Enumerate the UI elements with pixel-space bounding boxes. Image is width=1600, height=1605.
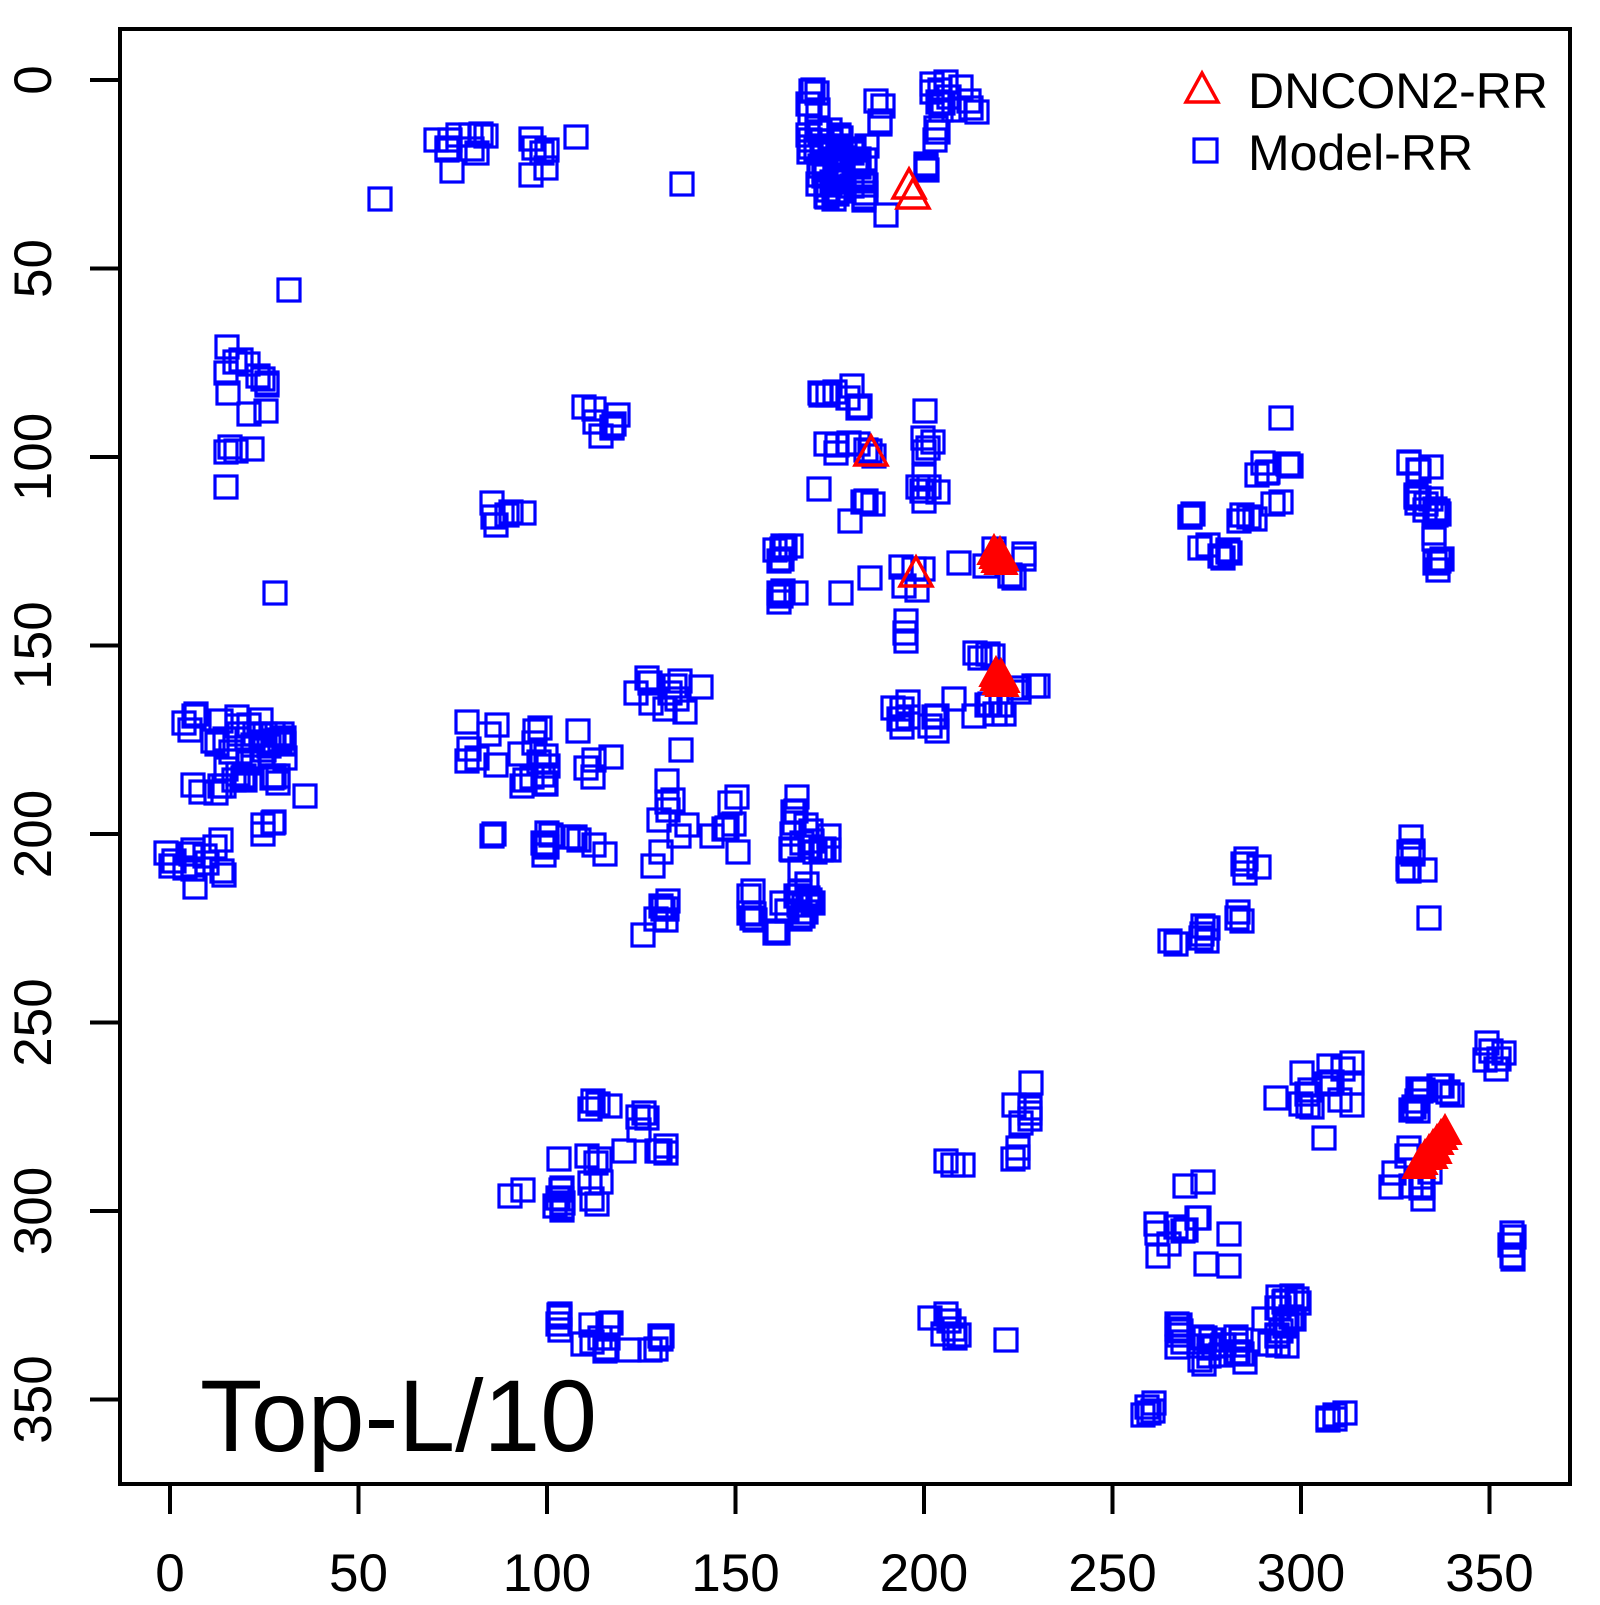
svg-text:100: 100 [503, 1544, 591, 1600]
svg-text:0: 0 [155, 1544, 184, 1600]
svg-text:200: 200 [880, 1544, 968, 1600]
svg-text:0: 0 [4, 65, 63, 94]
svg-text:300: 300 [4, 1167, 63, 1255]
svg-text:100: 100 [4, 413, 63, 501]
svg-text:350: 350 [4, 1355, 63, 1443]
svg-text:DNCON2-RR: DNCON2-RR [1248, 63, 1548, 119]
svg-text:50: 50 [329, 1544, 388, 1600]
svg-text:50: 50 [4, 239, 63, 298]
svg-text:250: 250 [4, 978, 63, 1066]
svg-text:350: 350 [1445, 1544, 1533, 1600]
svg-text:Top-L/10: Top-L/10 [200, 1359, 597, 1473]
svg-text:300: 300 [1257, 1544, 1345, 1600]
svg-text:150: 150 [691, 1544, 779, 1600]
svg-text:150: 150 [4, 601, 63, 689]
svg-text:200: 200 [4, 790, 63, 878]
svg-text:250: 250 [1068, 1544, 1156, 1600]
svg-text:Model-RR: Model-RR [1248, 125, 1473, 181]
